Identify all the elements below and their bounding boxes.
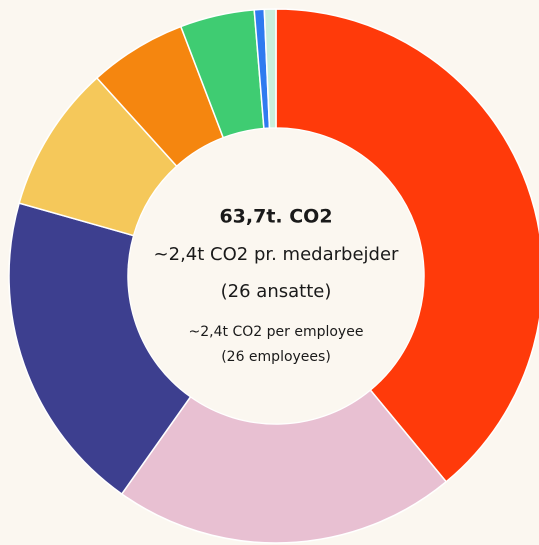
center-line: ~2,4t CO2 per employee: [189, 324, 364, 340]
donut-segment: [120, 388, 448, 544]
donut-hole: [128, 128, 424, 424]
donut-segment: [263, 8, 277, 129]
center-title: 63,7t. CO2: [219, 206, 332, 228]
center-line: (26 ansatte): [221, 281, 332, 302]
segments: [8, 8, 539, 544]
donut-segment: [8, 202, 192, 496]
donut-segment: [275, 8, 539, 483]
center-line: ~2,4t CO2 pr. medarbejder: [154, 244, 399, 265]
center-line: (26 employees): [221, 349, 331, 365]
